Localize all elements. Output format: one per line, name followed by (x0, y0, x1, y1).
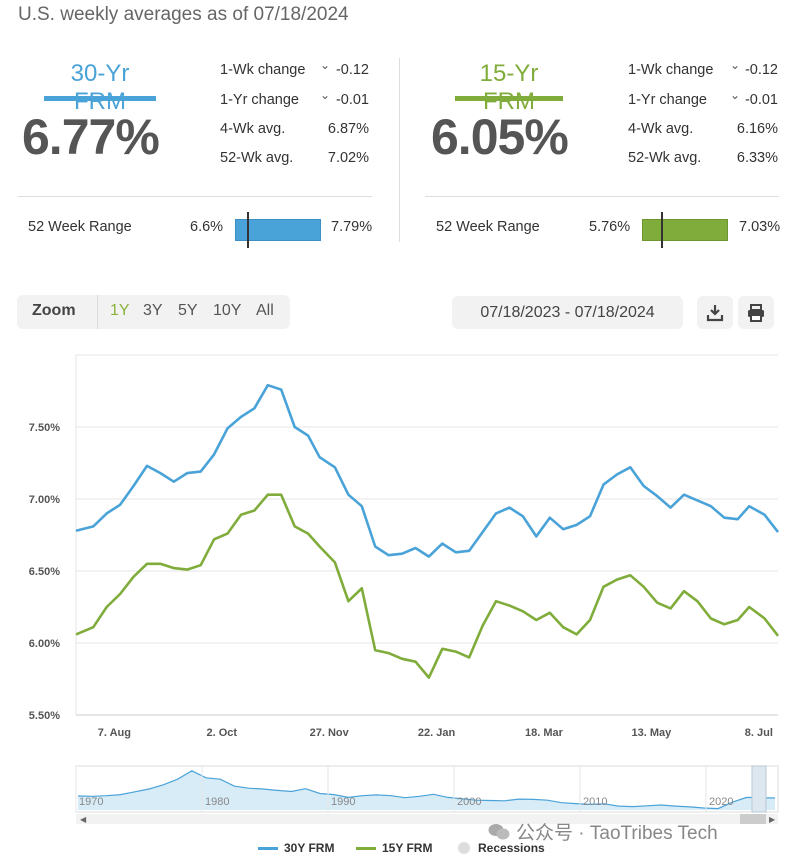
scroll-right-icon[interactable]: ▶ (769, 815, 776, 824)
frm15-stat-value: 6.16% (736, 121, 778, 137)
zoom-1y-button[interactable]: 1Y (110, 302, 130, 319)
frm30-stat-label: 1-Yr change (220, 92, 299, 108)
frm30-stat-value: 7.02% (327, 150, 369, 166)
scroll-left-icon[interactable]: ◀ (80, 815, 87, 824)
frm15-stat-label: 1-Wk change (628, 62, 714, 78)
frm15-range-low: 5.76% (589, 219, 631, 235)
chevron-down-icon: ⌄ (320, 88, 331, 102)
y-tick-label: 7.50% (29, 422, 60, 434)
frm30-stat-value: 6.87% (327, 121, 369, 137)
x-tick-label: 8. Jul (745, 727, 773, 739)
navigator-tick-label: 2000 (457, 796, 481, 808)
x-tick-label: 18. Mar (525, 727, 564, 739)
legend-label: 30Y FRM (284, 841, 335, 855)
zoom-bar: Zoom 1Y 3Y 5Y 10Y All (17, 295, 290, 329)
print-button[interactable] (738, 296, 774, 329)
frm30-range-bar (235, 219, 321, 241)
navigator-scrollbar[interactable] (76, 814, 778, 824)
x-tick-label: 7. Aug (98, 727, 131, 739)
legend-label: 15Y FRM (382, 841, 433, 855)
frm15-range-label: 52 Week Range (436, 219, 540, 235)
divider (425, 196, 779, 197)
frm15-name: 15-Yr FRM (479, 60, 539, 115)
chevron-down-icon: ⌄ (730, 58, 741, 72)
series-line-15y-frm[interactable] (75, 493, 780, 679)
frm30-stat-value: -0.01 (335, 92, 369, 108)
x-tick-label: 22. Jan (418, 727, 456, 739)
frm15-rate: 6.05% (431, 109, 569, 165)
legend-label: Recessions (478, 841, 545, 855)
legend-item-recessions[interactable]: Recessions (458, 841, 545, 855)
watermark: 公众号 · TaoTribes Tech (488, 818, 718, 845)
legend-swatch (258, 846, 278, 850)
frm15-stat-label: 52-Wk avg. (628, 150, 702, 166)
frm15-stat-value: -0.01 (744, 92, 778, 108)
navigator-line (77, 770, 776, 810)
navigator-tick-label: 1970 (79, 796, 103, 808)
frm15-underline (455, 96, 563, 101)
chevron-down-icon: ⌄ (320, 58, 331, 72)
y-tick-label: 6.50% (29, 566, 60, 578)
frm15-stat-label: 1-Yr change (628, 92, 707, 108)
navigator-chart[interactable]: 1970 1980 1990 2000 2010 2020 ◀ ▶ (0, 760, 800, 828)
navigator-area (78, 770, 775, 810)
frm30-stat-label: 4-Wk avg. (220, 121, 286, 137)
legend-item-15y[interactable]: 15Y FRM (356, 841, 432, 855)
divider (18, 196, 372, 197)
frm15-stat-value: 6.33% (736, 150, 778, 166)
panel-divider (399, 58, 400, 242)
navigator-handle[interactable] (751, 765, 767, 813)
watermark-text: 公众号 · TaoTribes Tech (516, 823, 718, 844)
y-tick-label: 6.00% (29, 638, 60, 650)
frm30-range-high: 7.79% (331, 219, 373, 235)
zoom-label: Zoom (32, 302, 76, 319)
legend-item-30y[interactable]: 30Y FRM (258, 841, 334, 855)
navigator-tick-label: 1980 (205, 796, 229, 808)
page-title: U.S. weekly averages as of 07/18/2024 (18, 4, 349, 25)
date-range-input[interactable]: 07/18/2023 - 07/18/2024 (452, 296, 683, 329)
frm30-stat-label: 1-Wk change (220, 62, 306, 78)
frm30-underline (44, 96, 156, 101)
frm30-range-label: 52 Week Range (28, 219, 132, 235)
frm30-range-marker (247, 212, 249, 248)
legend-swatch (458, 842, 470, 854)
x-tick-label: 13. May (632, 727, 673, 739)
navigator-tick-label: 2020 (709, 796, 733, 808)
frm15-stat-label: 4-Wk avg. (628, 121, 694, 137)
legend-swatch (356, 846, 376, 850)
chevron-down-icon: ⌄ (730, 88, 741, 102)
frm30-stat-label: 52-Wk avg. (220, 150, 294, 166)
frm15-range-high: 7.03% (739, 219, 781, 235)
frm30-name: 30-Yr FRM (70, 60, 130, 115)
navigator-scrollbar-thumb[interactable] (740, 814, 766, 824)
y-tick-label: 5.50% (29, 710, 60, 722)
main-chart[interactable]: 7.50% 7.00% 6.50% 6.00% 5.50% 7. Aug 2. Oct 27… (0, 340, 800, 740)
x-tick-label: 27. Nov (310, 727, 350, 739)
frm30-stat-value: -0.12 (335, 62, 369, 78)
divider (97, 295, 98, 329)
download-icon (706, 304, 724, 321)
wechat-icon (488, 823, 510, 839)
frm30-range-low: 6.6% (190, 219, 224, 235)
zoom-10y-button[interactable]: 10Y (213, 302, 242, 319)
download-button[interactable] (697, 296, 733, 329)
x-tick-label: 2. Oct (206, 727, 237, 739)
zoom-5y-button[interactable]: 5Y (178, 302, 198, 319)
frm15-range-marker (661, 212, 664, 248)
print-icon (748, 303, 764, 322)
series-line-30y-frm[interactable] (75, 383, 780, 558)
zoom-3y-button[interactable]: 3Y (143, 302, 163, 319)
frm15-stat-value: -0.12 (744, 62, 778, 78)
navigator-tick-label: 2010 (583, 796, 607, 808)
zoom-all-button[interactable]: All (256, 302, 274, 319)
navigator-tick-label: 1990 (331, 796, 355, 808)
frm15-range-bar (642, 219, 728, 241)
y-tick-label: 7.00% (29, 494, 60, 506)
frm30-rate: 6.77% (22, 109, 160, 165)
